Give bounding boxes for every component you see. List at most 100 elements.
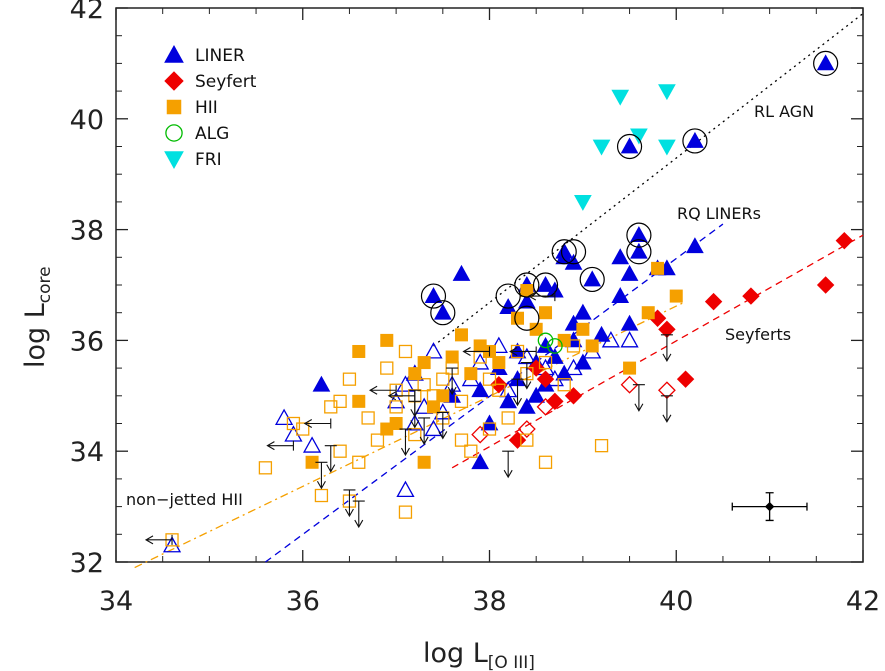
hii-open-point — [370, 433, 385, 447]
annotation-rl-agn: RL AGN — [754, 102, 814, 121]
hii-point — [585, 339, 599, 353]
hii-point — [669, 289, 683, 303]
left-limit-arrow — [303, 418, 332, 429]
error-bar-center — [764, 501, 775, 512]
fit-line-seyferts — [451, 234, 864, 469]
hii-open-point — [454, 394, 469, 408]
hii-open-point — [557, 378, 571, 392]
liner-point — [686, 131, 704, 148]
hii-open-point — [501, 411, 515, 425]
hii-open-point — [417, 378, 431, 392]
fri-point — [592, 139, 611, 156]
hii-point — [445, 350, 459, 364]
liner-point — [816, 54, 835, 71]
liner-open-point — [499, 380, 518, 398]
seyfert-point — [536, 370, 555, 388]
circled-marker — [626, 222, 652, 248]
liner-open-point — [424, 342, 443, 359]
circled-marker — [626, 239, 652, 265]
seyfert-open-point — [536, 397, 555, 416]
liner-point — [471, 381, 490, 398]
hii-open-point — [380, 361, 394, 375]
circled-marker — [420, 283, 447, 309]
fri-point — [574, 195, 592, 211]
circled-marker — [430, 300, 456, 326]
x-tick-label: 36 — [286, 586, 320, 617]
left-limit-arrow — [266, 440, 294, 451]
hii-point — [352, 394, 366, 408]
seyfert-point — [546, 392, 564, 411]
legend-label-fri: FRI — [195, 150, 222, 170]
hii-point — [492, 356, 506, 370]
legend-marker-liner — [164, 44, 184, 63]
upper-limit-arrow — [511, 378, 524, 407]
hii-open-point — [426, 389, 441, 403]
x-tick-label: 40 — [659, 586, 693, 617]
hii-open-point — [314, 488, 329, 503]
legend-marker-alg — [165, 124, 183, 142]
liner-open-point — [302, 436, 322, 453]
hii-open-point — [389, 400, 403, 414]
liner-point — [499, 392, 518, 409]
alg-open-point — [537, 332, 554, 349]
legend: LINER Seyfert HII ALG FRI — [164, 44, 257, 170]
seyfert-point — [508, 431, 527, 449]
hii-point — [651, 261, 665, 275]
liner-point — [433, 303, 452, 320]
liner-point — [583, 270, 602, 287]
seyfert-open-point — [517, 420, 536, 438]
liner-point — [518, 397, 536, 414]
circled-marker — [514, 272, 540, 298]
upper-limit-arrow — [315, 461, 328, 490]
x-axis-label: log L[O III] — [423, 638, 535, 671]
upper-limit-arrow — [436, 411, 449, 440]
hii-point — [417, 356, 431, 370]
x-tick-label: 38 — [472, 586, 506, 617]
circled-marker — [579, 266, 605, 293]
hii-open-point — [454, 433, 469, 447]
seyfert-point — [835, 231, 854, 250]
hii-point — [473, 339, 487, 353]
liner-point — [620, 137, 639, 154]
liner-point — [611, 248, 630, 265]
fri-point — [658, 84, 676, 101]
legend-marker-seyfert — [164, 71, 184, 91]
upper-limit-arrow — [352, 500, 365, 529]
hii-point — [464, 367, 478, 381]
y-tick-label: 38 — [70, 216, 104, 247]
hii-open-point — [482, 422, 497, 436]
hii-open-point — [538, 455, 553, 469]
fri-point — [611, 89, 630, 106]
y-tick-label: 32 — [70, 548, 104, 579]
hii-point — [576, 322, 590, 336]
circled-marker — [560, 239, 587, 265]
left-limit-arrow — [527, 291, 556, 302]
liner-point — [536, 275, 555, 292]
liner-open-point — [620, 331, 639, 348]
left-limit-arrow — [369, 385, 397, 396]
hii-open-point — [464, 444, 478, 458]
data-marks — [144, 50, 854, 553]
hii-point — [623, 361, 637, 375]
hii-point — [539, 306, 553, 320]
liner-open-point — [424, 419, 443, 437]
liner-open-point — [396, 480, 415, 498]
hii-open-point — [361, 411, 375, 425]
hii-open-point — [566, 339, 581, 353]
liner-point — [630, 226, 648, 243]
liner-point — [611, 287, 630, 303]
upper-limit-arrow — [408, 400, 421, 429]
upper-limit-arrow — [660, 334, 673, 362]
hii-point — [408, 367, 422, 381]
hii-point — [426, 400, 440, 414]
y-axis-label: log Lcore — [20, 266, 55, 368]
upper-limit-arrow — [399, 428, 412, 457]
axis-ticks: 34 36 38 40 42 32 34 36 38 40 42 — [70, 0, 881, 617]
seyfert-open-point — [620, 375, 639, 394]
liner-point — [536, 336, 555, 353]
hii-point — [511, 311, 525, 325]
annotation-rq-liners: RQ LINERs — [677, 204, 761, 223]
upper-limit-arrow — [502, 450, 515, 479]
circled-marker — [495, 283, 521, 309]
